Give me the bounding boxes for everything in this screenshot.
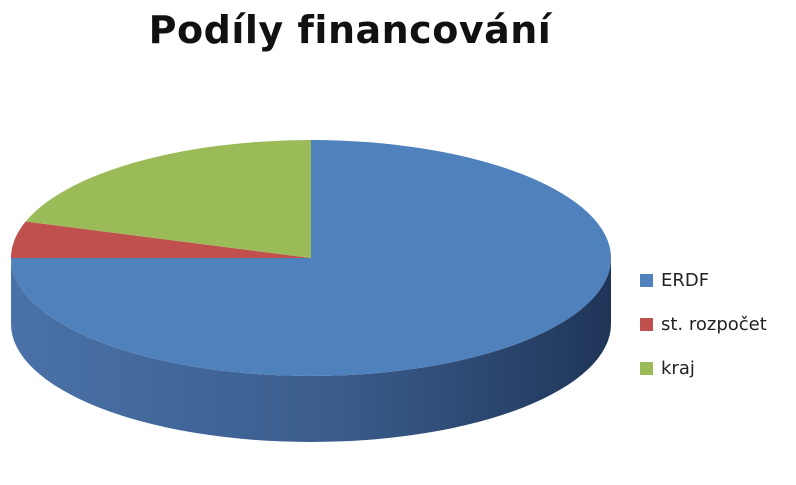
legend-item-erdf: ERDF [640, 258, 767, 302]
legend-label-erdf: ERDF [661, 269, 710, 291]
pie-slice-kraj [25, 140, 311, 258]
chart-title: Podíly financování [148, 8, 552, 52]
legend-swatch-erdf [640, 273, 653, 287]
pie-side-erdf [11, 258, 611, 442]
legend-swatch-st-rozpocet [640, 317, 653, 331]
pie-side-walls [11, 258, 611, 442]
pie-slices [11, 140, 611, 376]
legend-item-kraj: kraj [640, 346, 767, 390]
legend-label-kraj: kraj [661, 357, 695, 379]
legend-swatch-kraj [640, 361, 653, 375]
pie-slice-st-rozpo-et [11, 221, 311, 258]
legend: ERDF st. rozpočet kraj [640, 258, 767, 390]
legend-label-st-rozpocet: st. rozpočet [661, 313, 767, 335]
legend-item-st-rozpocet: st. rozpočet [640, 302, 767, 346]
